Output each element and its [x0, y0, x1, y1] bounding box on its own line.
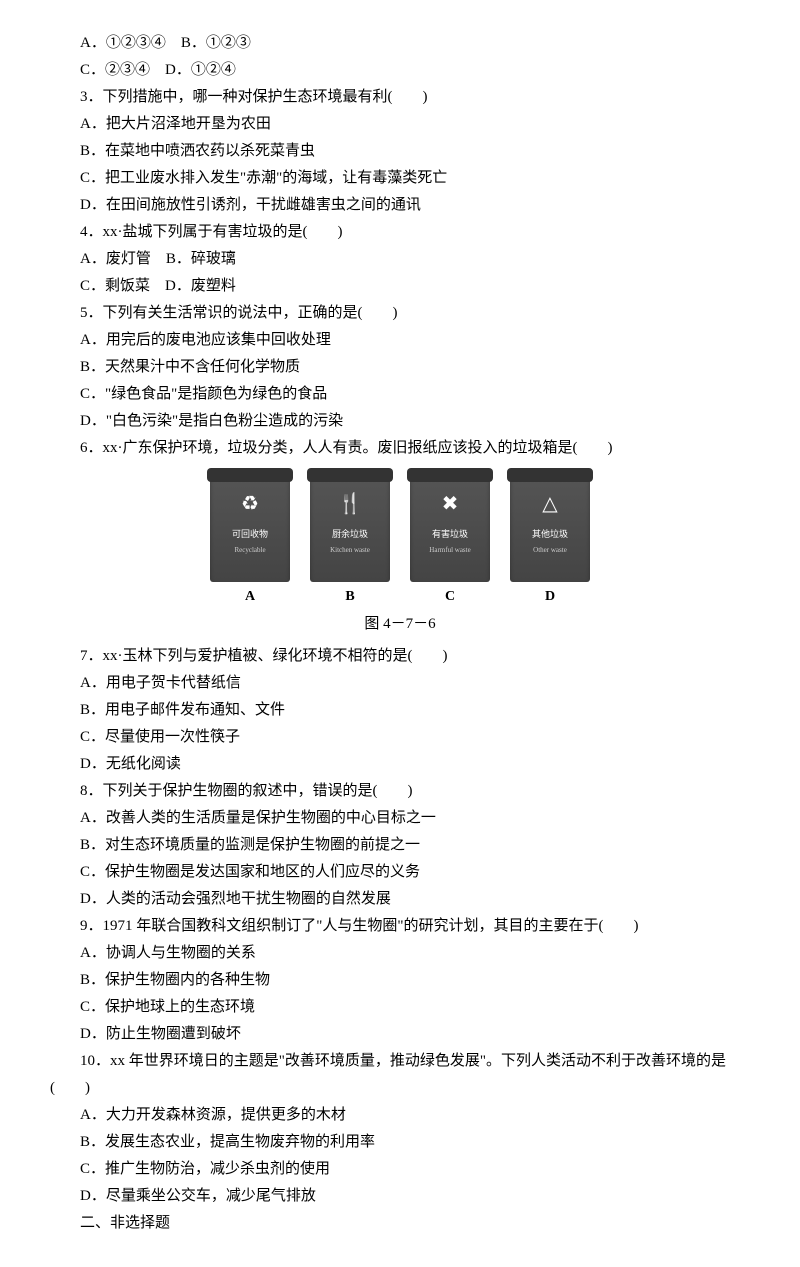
bin-label-en: Kitchen waste: [330, 544, 370, 557]
question-9: 9．1971 年联合国教科文组织制订了"人与生物圈"的研究计划，其目的主要在于(…: [50, 913, 750, 940]
option-c: C．保护地球上的生态环境: [50, 994, 750, 1021]
bin-d: △ 其他垃圾 Other waste D: [510, 472, 590, 609]
recycle-bin-icon: ♻ 可回收物 Recyclable: [210, 472, 290, 582]
kitchen-bin-icon: 🍴 厨余垃圾 Kitchen waste: [310, 472, 390, 582]
bin-label-en: Other waste: [533, 544, 567, 557]
option-a: A．把大片沼泽地开垦为农田: [50, 111, 750, 138]
option-d: D．"白色污染"是指白色粉尘造成的污染: [50, 408, 750, 435]
question-7: 7．xx·玉林下列与爱护植被、绿化环境不相符的是( ): [50, 643, 750, 670]
figure-caption: 图 4－7－6: [50, 611, 750, 638]
option-d: D．尽量乘坐公交车，减少尾气排放: [50, 1183, 750, 1210]
option-a: A．改善人类的生活质量是保护生物圈的中心目标之一: [50, 805, 750, 832]
option-c: C．推广生物防治，减少杀虫剂的使用: [50, 1156, 750, 1183]
option-b: B．天然果汁中不含任何化学物质: [50, 354, 750, 381]
trash-bins-figure: ♻ 可回收物 Recyclable A 🍴 厨余垃圾 Kitchen waste…: [50, 472, 750, 609]
bin-label-cn: 其他垃圾: [532, 526, 568, 542]
recycle-icon: ♻: [238, 492, 262, 516]
option-c: C．把工业废水排入发生"赤潮"的海域，让有毒藻类死亡: [50, 165, 750, 192]
question-4: 4．xx·盐城下列属于有害垃圾的是( ): [50, 219, 750, 246]
bin-label-cn: 可回收物: [232, 526, 268, 542]
bin-letter: C: [445, 584, 455, 609]
option-d: D．无纸化阅读: [50, 751, 750, 778]
question-6: 6．xx·广东保护环境，垃圾分类，人人有责。废旧报纸应该投入的垃圾箱是( ): [50, 435, 750, 462]
bin-label-en: Harmful waste: [429, 544, 470, 557]
bin-c: ✖ 有害垃圾 Harmful waste C: [410, 472, 490, 609]
option-b: B．发展生态农业，提高生物废弃物的利用率: [50, 1129, 750, 1156]
bin-b: 🍴 厨余垃圾 Kitchen waste B: [310, 472, 390, 609]
bin-a: ♻ 可回收物 Recyclable A: [210, 472, 290, 609]
option-b: B．保护生物圈内的各种生物: [50, 967, 750, 994]
option-a: A．协调人与生物圈的关系: [50, 940, 750, 967]
kitchen-icon: 🍴: [338, 492, 362, 516]
harmful-bin-icon: ✖ 有害垃圾 Harmful waste: [410, 472, 490, 582]
option-d: D．人类的活动会强烈地干扰生物圈的自然发展: [50, 886, 750, 913]
bin-label-cn: 有害垃圾: [432, 526, 468, 542]
question-8: 8．下列关于保护生物圈的叙述中，错误的是( ): [50, 778, 750, 805]
bin-letter: A: [245, 584, 255, 609]
option-a: A．用完后的废电池应该集中回收处理: [50, 327, 750, 354]
other-icon: △: [538, 492, 562, 516]
option-c: C．保护生物圈是发达国家和地区的人们应尽的义务: [50, 859, 750, 886]
bin-letter: B: [345, 584, 354, 609]
question-5: 5．下列有关生活常识的说法中，正确的是( ): [50, 300, 750, 327]
option-line: A．①②③④ B．①②③: [50, 30, 750, 57]
section-heading: 二、非选择题: [50, 1210, 750, 1237]
option-c: C．尽量使用一次性筷子: [50, 724, 750, 751]
option-b: B．在菜地中喷洒农药以杀死菜青虫: [50, 138, 750, 165]
option-a: A．大力开发森林资源，提供更多的木材: [50, 1102, 750, 1129]
option-d: D．在田间施放性引诱剂，干扰雌雄害虫之间的通讯: [50, 192, 750, 219]
bin-label-en: Recyclable: [234, 544, 265, 557]
option-line: A．废灯管 B．碎玻璃: [50, 246, 750, 273]
option-c: C．"绿色食品"是指颜色为绿色的食品: [50, 381, 750, 408]
other-bin-icon: △ 其他垃圾 Other waste: [510, 472, 590, 582]
bin-letter: D: [545, 584, 555, 609]
option-line: C．剩饭菜 D．废塑料: [50, 273, 750, 300]
option-b: B．对生态环境质量的监测是保护生物圈的前提之一: [50, 832, 750, 859]
bin-label-cn: 厨余垃圾: [332, 526, 368, 542]
option-d: D．防止生物圈遭到破坏: [50, 1021, 750, 1048]
question-10: 10．xx 年世界环境日的主题是"改善环境质量，推动绿色发展"。下列人类活动不利…: [50, 1048, 750, 1102]
option-a: A．用电子贺卡代替纸信: [50, 670, 750, 697]
option-b: B．用电子邮件发布通知、文件: [50, 697, 750, 724]
option-line: C．②③④ D．①②④: [50, 57, 750, 84]
question-3: 3．下列措施中，哪一种对保护生态环境最有利( ): [50, 84, 750, 111]
harmful-icon: ✖: [438, 492, 462, 516]
